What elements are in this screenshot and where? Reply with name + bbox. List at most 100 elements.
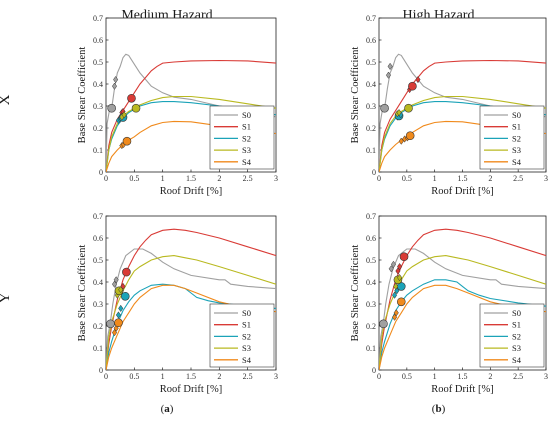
marker-diamond-s1 xyxy=(415,75,421,84)
y-tick-label: 0.1 xyxy=(93,344,103,353)
marker-diamond-s3 xyxy=(396,108,402,117)
y-tick-label: 0 xyxy=(99,168,103,177)
legend-label-s1: S1 xyxy=(242,122,251,132)
row-label-x: X xyxy=(0,94,13,105)
legend-label-s0: S0 xyxy=(512,110,521,120)
y-tick-label: 0.6 xyxy=(93,234,103,243)
marker-diamond-s0 xyxy=(113,276,119,284)
marker-circle-s0 xyxy=(107,103,116,113)
marker-circle-s3 xyxy=(131,103,141,113)
marker-diamond-s4 xyxy=(398,137,404,145)
series-line-s2 xyxy=(379,279,546,370)
marker-circle-s1 xyxy=(408,81,417,91)
marker-circle-s1 xyxy=(122,267,131,277)
marker-diamond-s2 xyxy=(115,311,122,319)
x-axis-label: Roof Drift [%] xyxy=(431,384,493,395)
x-tick-label: 0 xyxy=(377,372,381,381)
x-tick-label: 1.5 xyxy=(186,372,196,381)
legend-label-s3: S3 xyxy=(512,145,521,155)
series-line-s4 xyxy=(106,284,276,370)
y-tick-label: 0.3 xyxy=(366,102,376,111)
x-tick-label: 3 xyxy=(544,372,548,381)
legend-label-s0: S0 xyxy=(242,308,251,318)
x-tick-label: 0.5 xyxy=(129,372,139,381)
panel-tag-a: (a) xyxy=(161,403,174,415)
marker-circle-s2 xyxy=(120,291,130,301)
marker-circle-s0 xyxy=(379,319,388,329)
series-line-s0 xyxy=(379,248,546,370)
x-axis-label: Roof Drift [%] xyxy=(431,186,493,197)
x-tick-label: 1.5 xyxy=(458,372,468,381)
x-tick-label: 1 xyxy=(161,372,165,381)
series-lines xyxy=(379,228,546,370)
marker-circle-s0 xyxy=(106,319,115,329)
legend-label-s2: S2 xyxy=(242,133,251,143)
marker-circle-s4 xyxy=(396,297,406,307)
marker-circle-s4 xyxy=(122,136,132,146)
x-tick-label: 3 xyxy=(274,372,278,381)
y-tick-label: 0.5 xyxy=(93,58,103,67)
series-line-s3 xyxy=(106,95,276,172)
legend-label-s0: S0 xyxy=(242,110,251,120)
x-tick-label: 1 xyxy=(433,372,437,381)
y-tick-label: 0.1 xyxy=(366,344,376,353)
legend-label-s2: S2 xyxy=(512,331,521,341)
y-tick-label: 0.4 xyxy=(366,80,376,89)
y-tick-label: 0.1 xyxy=(366,146,376,155)
y-axis-label: Base Shear Coefficient xyxy=(77,47,88,144)
y-tick-label: 0.7 xyxy=(366,212,376,221)
y-tick-label: 0.2 xyxy=(93,124,103,133)
y-tick-label: 0 xyxy=(372,168,376,177)
marker-circle-s4 xyxy=(114,318,123,328)
y-tick-label: 0.2 xyxy=(93,322,103,331)
panel-tag-text: (a) xyxy=(161,403,174,415)
marker-diamond-s0 xyxy=(385,71,392,79)
y-axis-label: Base Shear Coefficient xyxy=(77,245,88,342)
y-axis-label: Base Shear Coefficient xyxy=(350,47,361,144)
y-tick-label: 0.3 xyxy=(93,300,103,309)
x-tick-label: 2 xyxy=(217,372,221,381)
legend-box xyxy=(479,303,545,368)
series-line-s3 xyxy=(379,255,546,370)
y-tick-label: 0.4 xyxy=(366,278,376,287)
legend-label-s0: S0 xyxy=(512,308,521,318)
marker-circle-s1 xyxy=(127,94,136,103)
y-axis-label: Base Shear Coefficient xyxy=(350,245,361,342)
x-tick-label: 2.5 xyxy=(243,372,253,381)
series-line-s2 xyxy=(106,101,276,172)
x-tick-label: 2 xyxy=(217,174,221,183)
y-tick-label: 0 xyxy=(99,366,103,375)
legend-label-s1: S1 xyxy=(512,320,521,330)
x-tick-label: 2.5 xyxy=(513,174,523,183)
y-tick-label: 0.2 xyxy=(366,124,376,133)
x-axis-label: Roof Drift [%] xyxy=(160,384,222,395)
legend-label-s4: S4 xyxy=(242,355,252,365)
panel-tag-b: (b) xyxy=(432,403,446,415)
y-tick-label: 0.5 xyxy=(366,58,376,67)
y-tick-label: 0.6 xyxy=(366,234,376,243)
legend-label-s2: S2 xyxy=(242,331,251,341)
chart-panel-my: 0 0.5 1 1.5 2 2.5 3 0 0.1 0.2 0.3 0.4 0.5 0.6 0.7 Roof … xyxy=(77,212,278,395)
x-tick-label: 1 xyxy=(161,174,165,183)
marker-diamond-s4 xyxy=(393,309,399,317)
marker-circle-s1 xyxy=(399,252,409,262)
marker-diamond-s0 xyxy=(387,62,393,71)
marker-diamond-s2 xyxy=(392,291,398,299)
x-tick-label: 1.5 xyxy=(186,174,196,183)
marker-diamond-s1 xyxy=(397,262,403,271)
y-tick-label: 0.6 xyxy=(366,36,376,45)
x-tick-label: 3 xyxy=(544,174,548,183)
row-label-y: Y xyxy=(0,292,13,303)
legend-label-s3: S3 xyxy=(512,343,521,353)
marker-diamond-s3 xyxy=(118,286,124,294)
series-line-s3 xyxy=(379,95,546,172)
chart-panel-mx: 0 0.5 1 1.5 2 2.5 3 0 0.1 0.2 0.3 0.4 0.5 0.6 0.7 Roof … xyxy=(77,14,278,197)
marker-circle-s0 xyxy=(380,103,389,113)
legend-label-s1: S1 xyxy=(242,320,251,330)
legend-box xyxy=(209,105,275,170)
panel-tag-text: (b) xyxy=(432,403,446,415)
